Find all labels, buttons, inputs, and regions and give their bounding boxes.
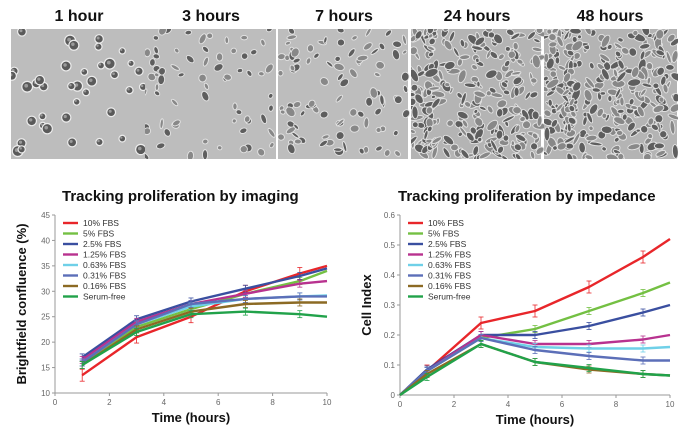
series-line-4 bbox=[81, 294, 328, 364]
y-tick-label: 0.3 bbox=[384, 301, 396, 310]
panel-label-24h: 24 hours bbox=[443, 8, 511, 25]
x-tick-label: 0 bbox=[53, 398, 58, 407]
y-tick-label: 45 bbox=[41, 211, 50, 220]
x-tick-label: 0 bbox=[398, 400, 403, 409]
micrograph-48h bbox=[544, 29, 678, 159]
x-tick-label: 8 bbox=[614, 400, 619, 409]
micrograph-1h bbox=[11, 29, 145, 159]
y-tick-label: 15 bbox=[41, 364, 50, 373]
legend-entry: 10% FBS bbox=[83, 218, 119, 228]
legend-entry: 5% FBS bbox=[83, 229, 115, 239]
legend-entry: 0.16% FBS bbox=[83, 281, 126, 291]
y-tick-label: 25 bbox=[41, 313, 50, 322]
series-line-3 bbox=[81, 279, 328, 361]
chart-title-impedance: Tracking proliferation by impedance bbox=[398, 188, 656, 205]
series-line-0 bbox=[81, 264, 328, 377]
y-tick-label: 30 bbox=[41, 287, 50, 296]
x-tick-label: 4 bbox=[162, 398, 167, 407]
panel-label-48h: 48 hours bbox=[576, 8, 644, 25]
y-tick-label: 20 bbox=[41, 338, 50, 347]
legend-entry: 10% FBS bbox=[428, 218, 464, 228]
x-tick-label: 10 bbox=[323, 398, 332, 407]
chart-impedance: 0 0.1 0.2 0.3 0.4 0.5 0.6 0 2 4 6 8 10 Time (hours) Ce… bbox=[359, 211, 675, 427]
legend-entry: 0.31% FBS bbox=[428, 271, 471, 281]
legend-entry: 2.5% FBS bbox=[428, 239, 467, 249]
legend-entry: Serum-free bbox=[83, 292, 126, 302]
y-tick-label: 40 bbox=[41, 236, 50, 245]
x-tick-label: 8 bbox=[270, 398, 275, 407]
legend-entry: Serum-free bbox=[428, 292, 471, 302]
panel-label-7h: 7 hours bbox=[315, 8, 373, 25]
chart-imaging: 10 15 20 25 30 35 40 45 0 2 4 6 8 10 Time (hours) Brigh… bbox=[14, 211, 332, 425]
chart-title-imaging: Tracking proliferation by imaging bbox=[62, 188, 299, 205]
x-tick-label: 6 bbox=[560, 400, 565, 409]
legend-entry: 2.5% FBS bbox=[83, 239, 122, 249]
micrograph-24h bbox=[411, 29, 545, 159]
x-axis-label: Time (hours) bbox=[496, 412, 575, 427]
legend-entry: 0.31% FBS bbox=[83, 271, 126, 281]
x-tick-label: 10 bbox=[666, 400, 675, 409]
x-tick-label: 4 bbox=[506, 400, 511, 409]
x-tick-label: 2 bbox=[452, 400, 457, 409]
x-tick-label: 6 bbox=[216, 398, 221, 407]
legend-entry: 0.63% FBS bbox=[428, 260, 471, 270]
legend-entry: 1.25% FBS bbox=[428, 250, 471, 260]
micrograph-3h bbox=[145, 29, 276, 159]
y-tick-label: 0.1 bbox=[384, 361, 396, 370]
y-tick-label: 35 bbox=[41, 262, 50, 271]
y-tick-label: 10 bbox=[41, 389, 50, 398]
micrograph-7h bbox=[278, 29, 411, 159]
y-tick-label: 0.5 bbox=[384, 241, 396, 250]
panel-label-3h: 3 hours bbox=[182, 8, 240, 25]
y-tick-label: 0.4 bbox=[384, 271, 396, 280]
legend-entry: 5% FBS bbox=[428, 229, 460, 239]
panel-label-1h: 1 hour bbox=[54, 8, 104, 25]
series-line-7 bbox=[81, 310, 328, 367]
y-axis-label: Cell Index bbox=[359, 274, 374, 336]
series-line-6 bbox=[81, 301, 327, 367]
y-tick-label: 0 bbox=[391, 391, 396, 400]
x-axis-label: Time (hours) bbox=[152, 410, 231, 425]
y-tick-label: 0.6 bbox=[384, 211, 396, 220]
series-line-5 bbox=[81, 295, 327, 364]
y-tick-label: 0.2 bbox=[384, 331, 396, 340]
series-line-2 bbox=[81, 267, 328, 359]
legend-entry: 1.25% FBS bbox=[83, 250, 126, 260]
legend-entry: 0.16% FBS bbox=[428, 281, 471, 291]
x-tick-label: 2 bbox=[107, 398, 112, 407]
legend-entry: 0.63% FBS bbox=[83, 260, 126, 270]
y-axis-label: Brightfield confluence (%) bbox=[14, 223, 29, 384]
